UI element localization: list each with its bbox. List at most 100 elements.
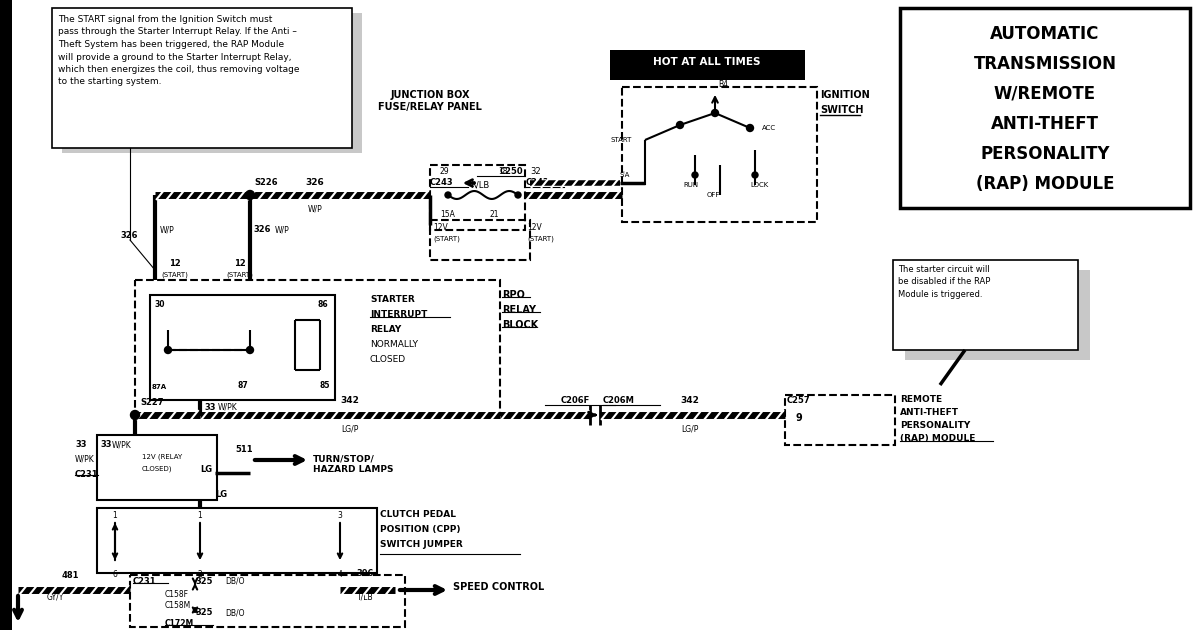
Text: C257: C257 — [787, 396, 811, 405]
Text: ANTI-THEFT: ANTI-THEFT — [900, 408, 959, 417]
Text: 18: 18 — [498, 167, 508, 176]
Text: 342: 342 — [680, 396, 700, 405]
Text: CLUTCH PEDAL: CLUTCH PEDAL — [380, 510, 456, 519]
Text: 325: 325 — [194, 577, 212, 586]
Text: RUN: RUN — [683, 182, 698, 188]
Text: 12V: 12V — [527, 223, 541, 232]
Text: 326: 326 — [253, 226, 270, 234]
Text: C158F: C158F — [166, 590, 190, 599]
Text: W/PK: W/PK — [218, 403, 238, 411]
Text: STARTER: STARTER — [370, 295, 415, 304]
Text: 33: 33 — [204, 403, 216, 411]
Circle shape — [445, 192, 451, 198]
Text: 342: 342 — [341, 396, 360, 405]
Text: S226: S226 — [254, 178, 277, 187]
Text: 6: 6 — [113, 570, 118, 579]
Text: INTERRUPT: INTERRUPT — [370, 310, 427, 319]
Bar — [134, 280, 500, 415]
Text: C206F: C206F — [560, 396, 590, 405]
Text: 21: 21 — [490, 210, 499, 219]
Text: 1: 1 — [198, 511, 203, 520]
Text: 511: 511 — [235, 445, 253, 454]
Text: C231: C231 — [133, 577, 157, 586]
Text: DB/O: DB/O — [226, 608, 245, 617]
Text: (START): (START) — [527, 235, 554, 241]
Text: 12: 12 — [234, 259, 246, 268]
Text: 481: 481 — [61, 571, 79, 580]
Text: (START): (START) — [227, 272, 253, 278]
Text: 12: 12 — [169, 259, 181, 268]
Text: PERSONALITY: PERSONALITY — [900, 421, 971, 430]
Bar — [130, 575, 406, 627]
Text: CLOSED): CLOSED) — [142, 465, 173, 471]
Text: W/P: W/P — [275, 226, 289, 234]
Text: (RAP) MODULE: (RAP) MODULE — [976, 175, 1115, 193]
Text: SWITCH: SWITCH — [820, 105, 864, 115]
Text: 85: 85 — [320, 381, 330, 390]
Bar — [97, 508, 377, 573]
Text: ACC: ACC — [762, 125, 776, 131]
Text: OFF: OFF — [707, 192, 720, 198]
Text: 306: 306 — [356, 569, 373, 578]
Text: 87: 87 — [238, 381, 248, 390]
Text: 30: 30 — [155, 300, 166, 309]
Text: C250: C250 — [499, 167, 523, 176]
Text: T/LB: T/LB — [356, 592, 373, 601]
Text: LG: LG — [215, 490, 227, 499]
Bar — [430, 165, 526, 230]
Circle shape — [131, 411, 139, 420]
Text: 12V: 12V — [433, 223, 448, 232]
Text: (RAP) MODULE: (RAP) MODULE — [900, 434, 976, 443]
Text: C243: C243 — [526, 178, 550, 187]
Text: GY/Y: GY/Y — [47, 592, 64, 601]
Text: 87A: 87A — [152, 384, 167, 390]
Text: (START): (START) — [433, 235, 460, 241]
Circle shape — [752, 172, 758, 178]
Text: 1: 1 — [113, 511, 118, 520]
Text: C172M: C172M — [166, 619, 194, 628]
Text: The START signal from the Ignition Switch must
pass through the Starter Interrup: The START signal from the Ignition Switc… — [58, 15, 300, 86]
Bar — [0, 0, 12, 630]
Text: 325: 325 — [194, 608, 212, 617]
Text: W/REMOTE: W/REMOTE — [994, 85, 1096, 103]
Text: 29: 29 — [440, 167, 450, 176]
Circle shape — [515, 192, 521, 198]
Text: 12V (RELAY: 12V (RELAY — [142, 453, 182, 459]
Text: S227: S227 — [140, 398, 163, 407]
Text: LG/P: LG/P — [341, 425, 359, 434]
FancyBboxPatch shape — [905, 270, 1090, 360]
Text: IGNITION: IGNITION — [820, 90, 870, 100]
Text: FUSE/RELAY PANEL: FUSE/RELAY PANEL — [378, 102, 482, 112]
Text: NORMALLY: NORMALLY — [370, 340, 418, 349]
Text: 326: 326 — [120, 231, 138, 239]
Text: W/P: W/P — [160, 226, 175, 234]
Text: JUNCTION BOX: JUNCTION BOX — [390, 90, 469, 100]
Text: 9: 9 — [796, 413, 802, 423]
Text: BLOCK: BLOCK — [502, 320, 539, 330]
Text: SPEED CONTROL: SPEED CONTROL — [454, 582, 545, 592]
Text: The starter circuit will
be disabled if the RAP
Module is triggered.: The starter circuit will be disabled if … — [898, 265, 990, 299]
FancyBboxPatch shape — [893, 260, 1078, 350]
Text: CLOSED: CLOSED — [370, 355, 406, 364]
Circle shape — [746, 125, 754, 132]
Bar — [150, 295, 335, 400]
Text: LG/P: LG/P — [682, 425, 698, 434]
Text: C206M: C206M — [604, 396, 635, 405]
Text: 3: 3 — [337, 511, 342, 520]
Text: 33: 33 — [100, 440, 112, 449]
Bar — [97, 435, 217, 500]
Text: W/PK: W/PK — [74, 455, 95, 464]
Text: AUTOMATIC: AUTOMATIC — [990, 25, 1099, 43]
FancyBboxPatch shape — [62, 13, 362, 153]
Text: PERSONALITY: PERSONALITY — [980, 145, 1110, 163]
Text: SWITCH JUMPER: SWITCH JUMPER — [380, 540, 463, 549]
Circle shape — [246, 346, 253, 353]
Text: HOT AT ALL TIMES: HOT AT ALL TIMES — [653, 57, 761, 67]
Text: TURN/STOP/
HAZARD LAMPS: TURN/STOP/ HAZARD LAMPS — [313, 455, 394, 474]
Text: 33: 33 — [74, 440, 86, 449]
Bar — [900, 8, 1190, 208]
Text: SᴵA: SᴵA — [619, 172, 630, 178]
Text: RPO: RPO — [502, 290, 524, 300]
Text: (START): (START) — [162, 272, 188, 278]
Circle shape — [246, 190, 254, 200]
